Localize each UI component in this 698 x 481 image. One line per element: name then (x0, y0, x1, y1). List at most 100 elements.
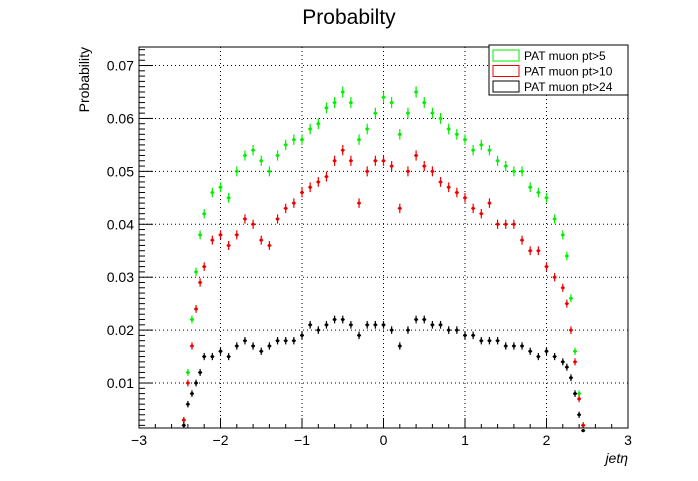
point-marker (324, 323, 329, 327)
point-marker (512, 169, 516, 173)
data-point (226, 240, 231, 250)
point-marker (520, 238, 524, 242)
data-point (181, 422, 186, 428)
data-point (430, 166, 435, 177)
point-marker (447, 185, 451, 189)
point-marker (198, 280, 202, 285)
point-marker (504, 344, 508, 348)
data-point (544, 262, 549, 271)
data-point (581, 422, 586, 428)
data-point (275, 150, 280, 161)
data-point (234, 230, 239, 240)
point-marker (324, 175, 329, 179)
data-point (234, 342, 239, 350)
data-point (511, 219, 516, 229)
point-marker (504, 164, 508, 168)
point-marker (479, 339, 483, 343)
data-point (324, 102, 329, 114)
point-marker (218, 185, 223, 189)
point-marker (422, 100, 426, 105)
data-point (397, 129, 402, 140)
point-marker (573, 392, 577, 396)
point-marker (455, 328, 459, 332)
data-point (560, 283, 565, 292)
y-tick-label: 0.06 (107, 110, 134, 126)
point-marker (349, 323, 353, 327)
point-marker (373, 111, 377, 115)
data-point (471, 203, 476, 214)
point-marker (316, 328, 320, 332)
data-point (373, 107, 378, 119)
point-marker (438, 116, 443, 121)
data-point (564, 299, 569, 308)
data-point (267, 240, 272, 250)
data-point (365, 320, 370, 329)
data-point (552, 352, 557, 361)
data-point (251, 219, 256, 229)
point-marker (398, 206, 402, 210)
point-marker (487, 339, 492, 343)
data-point (283, 203, 288, 214)
point-marker (341, 148, 345, 152)
point-marker (512, 222, 516, 226)
point-marker (381, 323, 386, 327)
point-marker (190, 317, 194, 322)
point-marker (210, 354, 214, 359)
data-point (536, 187, 541, 198)
data-point (528, 246, 533, 256)
legend-label: PAT muon pt>5 (524, 49, 606, 63)
point-marker (406, 169, 410, 173)
point-marker (357, 201, 361, 205)
point-marker (561, 360, 565, 364)
point-marker (512, 344, 516, 348)
data-point (479, 139, 484, 151)
data-point (300, 134, 304, 145)
x-tick-label: −3 (131, 432, 147, 448)
data-point (560, 358, 565, 366)
point-marker (520, 344, 524, 348)
data-point (381, 155, 386, 166)
data-point (181, 416, 186, 424)
data-point (560, 230, 565, 240)
point-marker (357, 333, 361, 337)
data-point (573, 347, 578, 355)
point-marker (186, 381, 190, 385)
point-marker (259, 238, 263, 242)
data-point (564, 251, 569, 261)
point-marker (190, 344, 194, 348)
data-point (438, 320, 443, 329)
point-marker (202, 212, 206, 216)
point-marker (267, 344, 271, 348)
data-point (577, 395, 582, 403)
data-point (520, 342, 525, 350)
x-tick-label: −1 (294, 432, 310, 448)
point-marker (577, 392, 581, 396)
series-1 (181, 86, 586, 428)
data-point (348, 97, 353, 109)
data-point (340, 86, 345, 98)
point-marker (341, 90, 345, 94)
data-point (463, 331, 467, 340)
data-point (210, 187, 215, 198)
point-marker (218, 349, 223, 353)
point-marker (479, 143, 483, 147)
data-point (308, 320, 313, 329)
data-point (275, 214, 280, 224)
point-marker (565, 254, 569, 258)
point-marker (381, 95, 386, 99)
point-marker (398, 132, 402, 136)
point-marker (190, 392, 194, 396)
point-marker (390, 328, 394, 332)
x-tick-label: −2 (213, 432, 229, 448)
data-point (430, 320, 435, 329)
point-marker (210, 238, 214, 242)
data-point (446, 123, 451, 135)
point-marker (390, 164, 394, 168)
data-point (495, 219, 500, 229)
point-marker (463, 138, 467, 142)
point-marker (235, 169, 239, 173)
data-point (332, 97, 337, 109)
point-marker (292, 201, 296, 205)
data-point (185, 379, 190, 387)
point-marker (324, 106, 329, 110)
